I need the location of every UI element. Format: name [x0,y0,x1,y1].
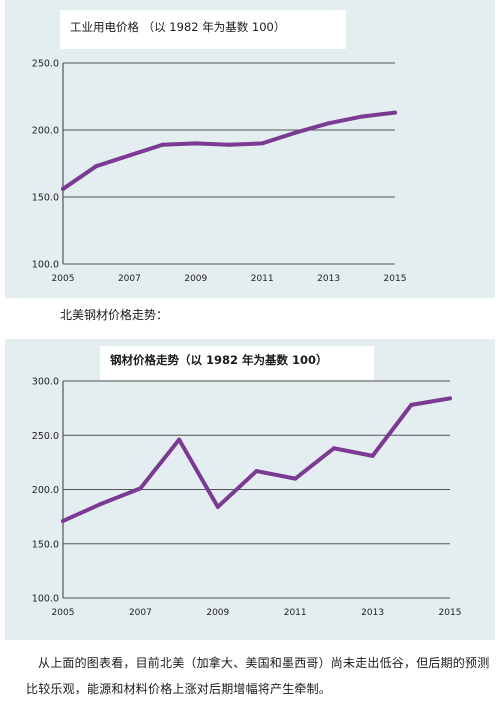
data-point [293,130,298,135]
analysis-paragraph: 从上面的图表看，目前北美（加拿大、美国和墨西哥）尚未走出低谷，但后期的预测比较乐… [26,656,490,696]
data-point [448,396,452,401]
series-line [61,110,397,191]
y-tick-label: 200.0 [32,485,59,496]
section-caption-steel: 北美钢材价格走势： [60,308,169,322]
electricity-price-chart: 100.0 150.0 200.0 250.0 2005 2007 2009 2011 2013… [32,59,407,285]
x-tick-label: 2011 [251,274,274,284]
data-point [409,402,414,407]
data-point [61,518,65,523]
data-point [127,153,132,158]
data-point [293,476,298,481]
data-point [61,186,65,191]
x-tick-label: 2015 [439,608,462,618]
x-tick-label: 2013 [317,274,340,284]
data-point [393,110,397,115]
data-point [99,501,104,506]
y-tick-label: 250.0 [32,59,59,70]
y-tick-label: 100.0 [32,594,59,605]
data-point [94,164,99,169]
data-point [193,141,198,146]
series-line [61,396,452,523]
x-tick-label: 2013 [361,608,384,618]
data-point [254,469,259,474]
data-point [160,142,165,147]
x-tick-label: 2005 [52,608,75,618]
data-point [177,437,182,442]
x-tick-label: 2009 [206,608,229,618]
y-tick-label: 100.0 [32,260,59,271]
y-tick-label: 250.0 [32,431,59,442]
data-point [227,142,231,147]
data-point [138,486,143,491]
x-tick-label: 2015 [384,274,407,284]
electricity-price-chart-panel: 100.0 150.0 200.0 250.0 2005 2007 2009 2011 2013… [5,0,495,298]
data-point [370,453,375,458]
chart-title-steel: 钢材价格走势（以 1982 年为基数 100） [100,346,374,380]
data-point [260,141,265,146]
y-tick-label: 200.0 [32,126,59,137]
x-tick-label: 2005 [52,274,75,284]
steel-price-chart: 100.0 150.0 200.0 250.0 300.0 2005 2007 2009 201… [32,377,462,619]
data-point [359,114,364,119]
data-point [331,446,336,451]
x-tick-label: 2007 [129,608,152,618]
y-tick-label: 150.0 [32,539,59,550]
y-tick-label: 150.0 [32,193,59,204]
data-point [326,121,331,126]
x-tick-label: 2009 [184,274,207,284]
x-tick-label: 2011 [284,608,307,618]
steel-price-chart-panel: 100.0 150.0 200.0 250.0 300.0 2005 2007 2009 201… [5,339,495,640]
data-point [215,504,220,509]
y-tick-label: 300.0 [32,377,59,388]
chart-title-electricity: 工业用电价格 （以 1982 年为基数 100） [60,10,346,49]
x-tick-label: 2007 [118,274,141,284]
